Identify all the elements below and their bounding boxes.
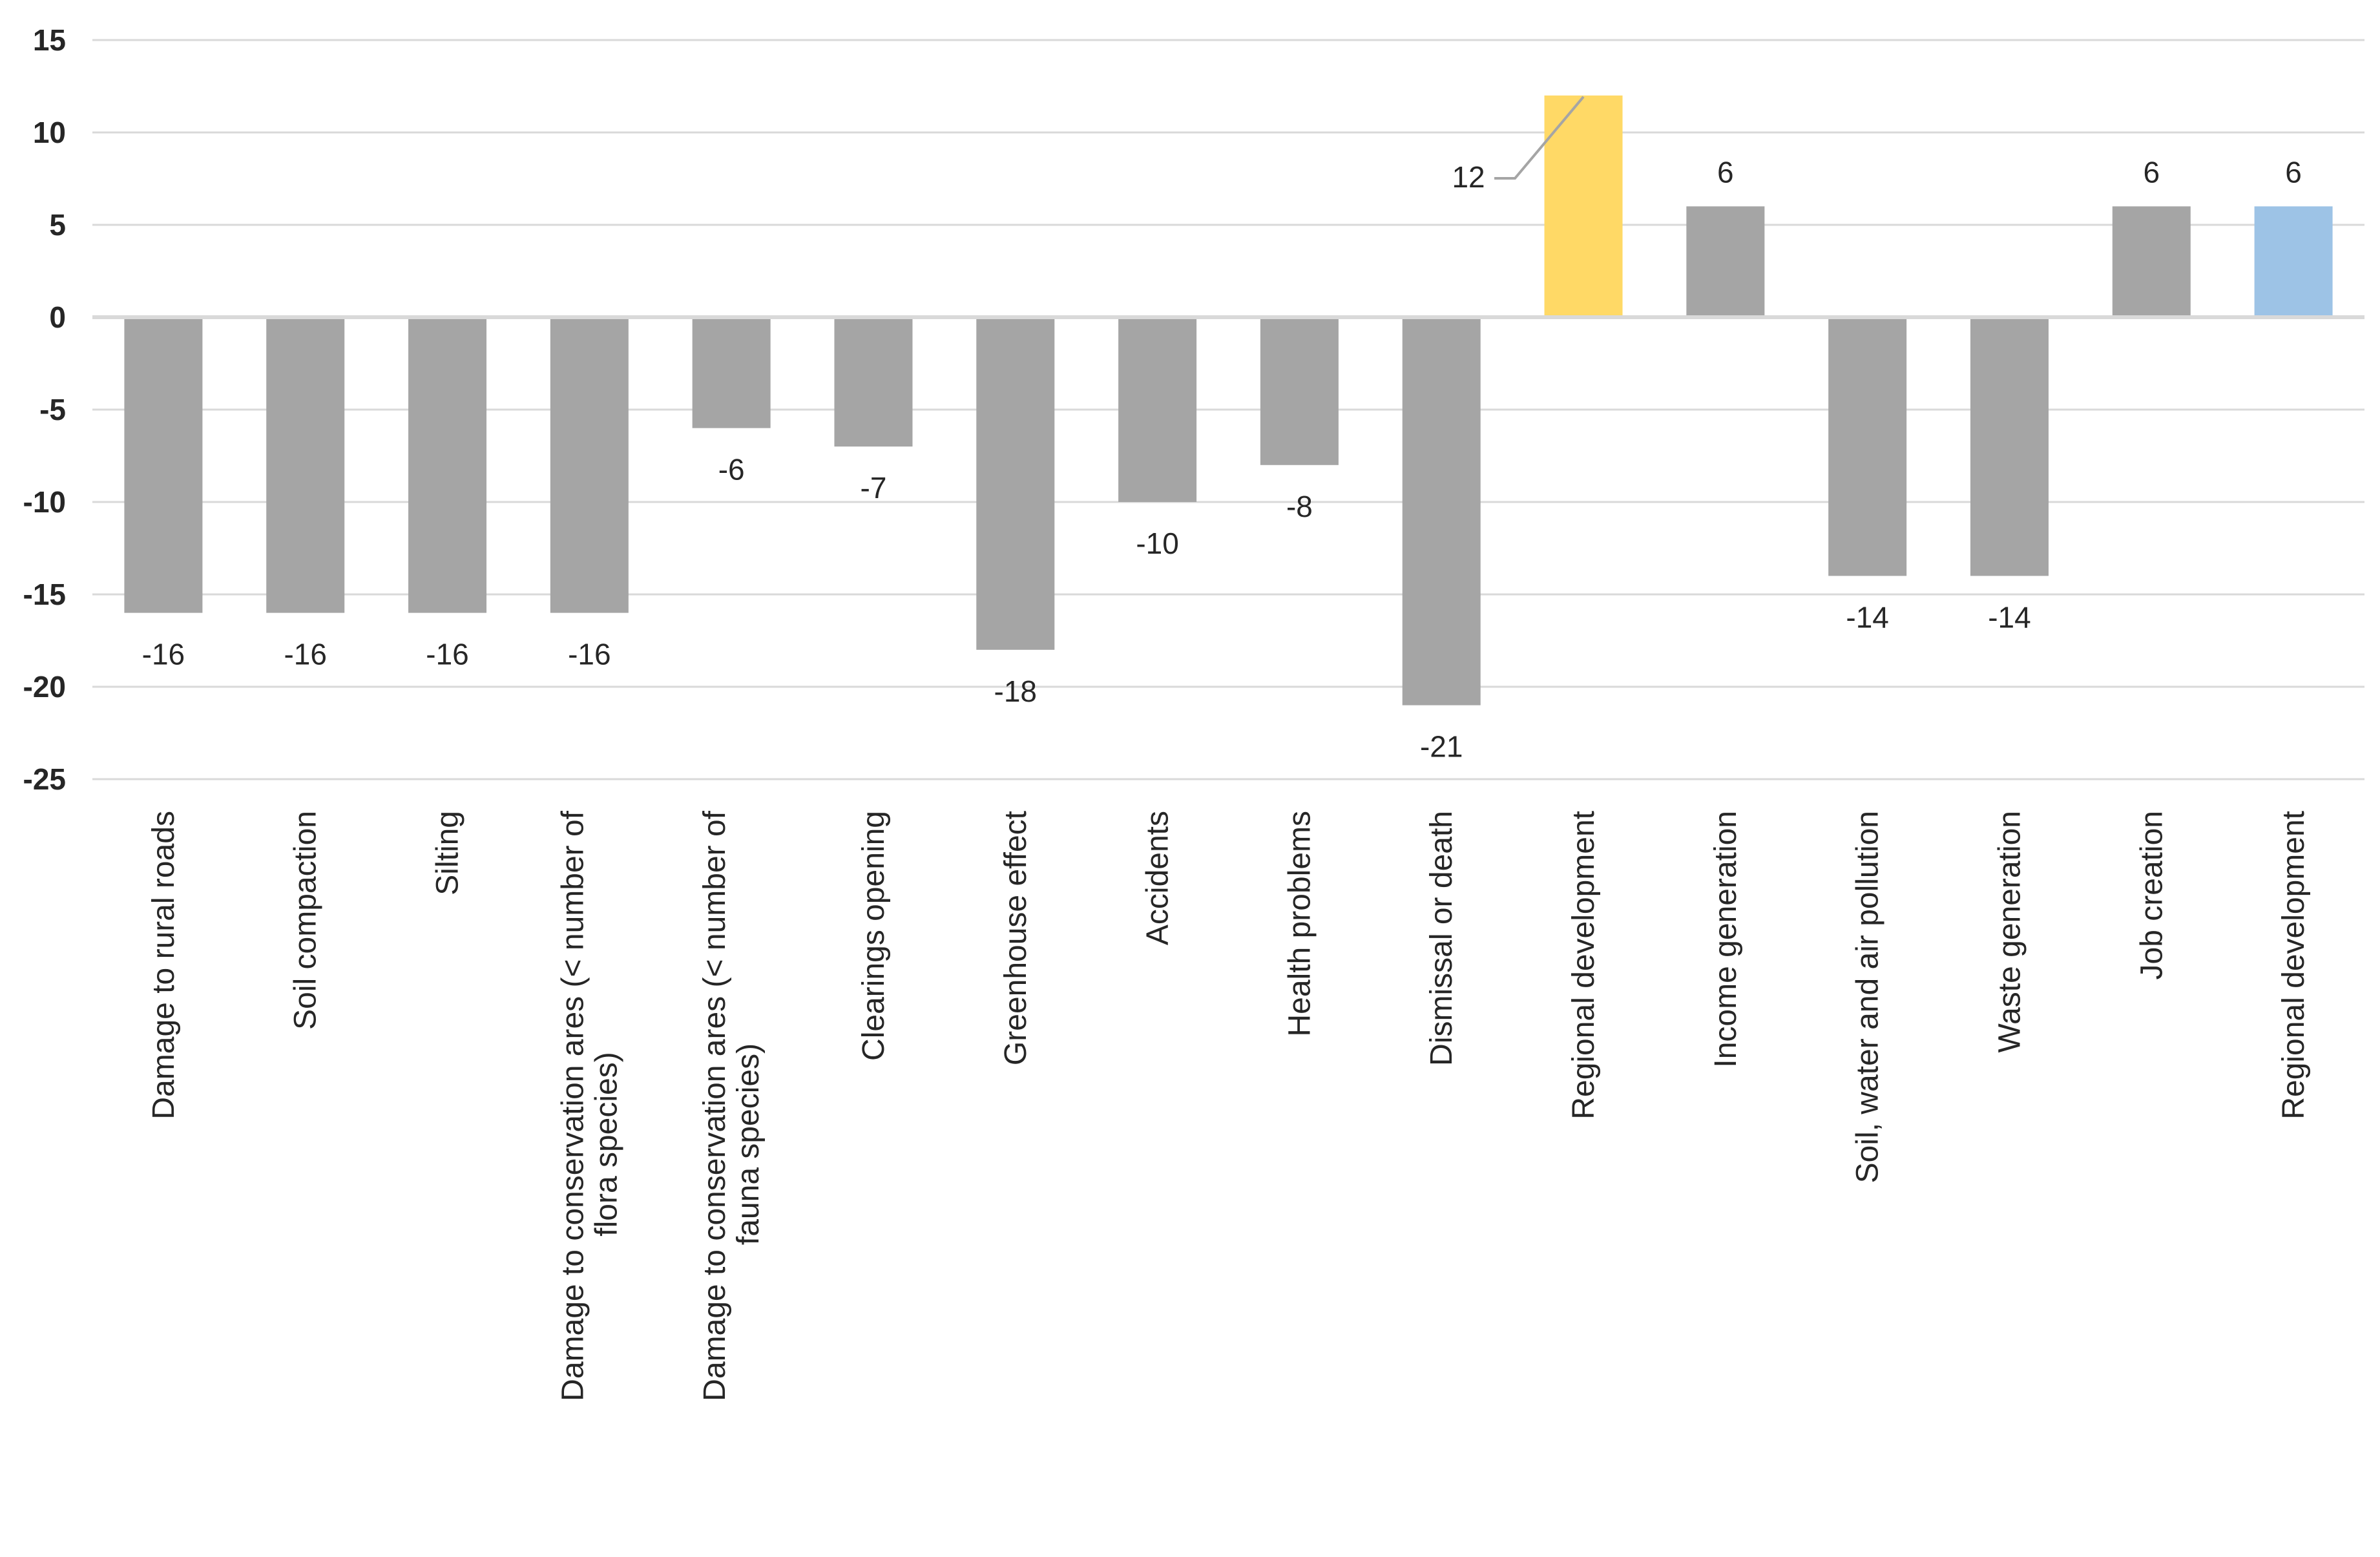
- data-label: 12: [1452, 160, 1485, 194]
- data-label: -16: [284, 638, 326, 671]
- data-label: 6: [2143, 155, 2160, 189]
- data-label: -8: [1286, 490, 1313, 523]
- data-label: -10: [1136, 527, 1178, 560]
- data-label: 6: [2285, 155, 2302, 189]
- bar: [1970, 317, 2049, 576]
- x-axis-category-labels: Damage to rural roads Soil compaction Silt…: [147, 810, 2311, 1401]
- y-tick-label: 10: [33, 116, 66, 149]
- bar: [550, 317, 629, 613]
- category-label: Soil, water and air pollution: [1851, 811, 1885, 1183]
- bar: [692, 317, 771, 428]
- y-tick-label: -20: [23, 670, 66, 704]
- bar: [408, 317, 487, 613]
- y-tick-label: 0: [49, 300, 66, 334]
- bar: [976, 317, 1055, 650]
- data-label: -14: [1846, 600, 1888, 634]
- category-label: Accidents: [1141, 811, 1175, 945]
- data-label-leader-line: [1494, 96, 1585, 180]
- category-label: Dismissal or death: [1425, 811, 1459, 1066]
- data-label: -14: [1988, 600, 2030, 634]
- y-tick-label: -25: [23, 762, 66, 796]
- data-label: -16: [142, 638, 185, 671]
- bar: [1402, 317, 1481, 705]
- bar: [1544, 95, 1623, 318]
- y-tick-label: 15: [33, 23, 66, 57]
- y-tick-label: 5: [49, 208, 66, 242]
- category-label: Damage to rural roads: [147, 811, 181, 1120]
- data-label: -21: [1420, 730, 1463, 764]
- category-label: Damage to conservation ares (< number of: [698, 810, 732, 1401]
- category-label: Clearings opening: [857, 811, 891, 1061]
- data-label: -7: [861, 471, 887, 505]
- bar: [124, 317, 203, 613]
- data-label: -16: [568, 638, 611, 671]
- data-labels: -16 -16 -16 -16 -6 -7 -18 -10 -8 -21 12 6 -14 -14 6 6: [142, 96, 2302, 764]
- category-label: Job creation: [2135, 811, 2169, 980]
- bar: [1118, 317, 1197, 502]
- category-label: Regional development: [2277, 811, 2311, 1120]
- data-label: -16: [426, 638, 468, 671]
- bar: [1686, 206, 1765, 317]
- bar: [1260, 317, 1339, 465]
- category-label: Soil compaction: [289, 811, 323, 1030]
- bar: [2254, 206, 2333, 317]
- category-label: Income generation: [1709, 811, 1743, 1068]
- category-label: fauna species): [731, 1043, 766, 1245]
- y-tick-label: -5: [39, 393, 66, 426]
- bar: [2112, 206, 2191, 317]
- category-label: Waste generation: [1992, 811, 2027, 1052]
- category-label: Damage to conservation ares (< number of: [556, 810, 590, 1401]
- category-label: Health problems: [1282, 811, 1317, 1037]
- category-label: Greenhouse effect: [999, 811, 1033, 1065]
- data-label: -18: [994, 674, 1037, 708]
- bar: [1828, 317, 1907, 576]
- bar: [266, 317, 345, 613]
- bar: [834, 317, 913, 447]
- category-label: Regional development: [1567, 811, 1601, 1120]
- category-label: flora species): [589, 1052, 623, 1236]
- category-label: Silting: [431, 811, 465, 895]
- y-axis-tick-labels: 15 10 5 0 -5 -10 -15 -20 -25: [23, 23, 66, 796]
- y-tick-label: -10: [23, 485, 66, 519]
- bars: [124, 95, 2333, 705]
- data-label: -6: [718, 453, 745, 486]
- y-tick-label: -15: [23, 578, 66, 611]
- data-label: 6: [1717, 155, 1734, 189]
